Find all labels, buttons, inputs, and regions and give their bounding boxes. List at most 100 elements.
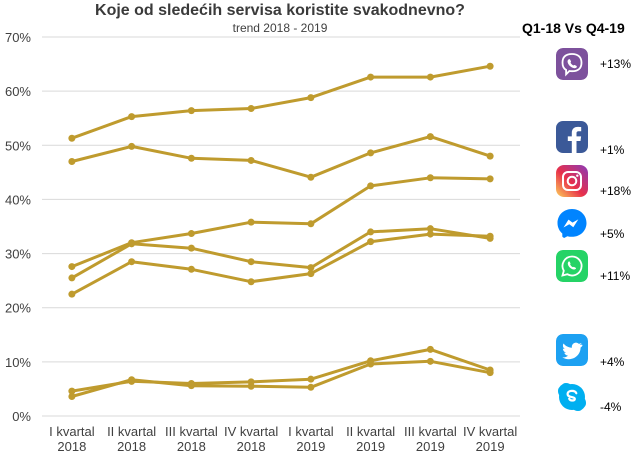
legend-item-messenger: +5% bbox=[556, 208, 640, 248]
viber-delta: +13% bbox=[600, 57, 632, 71]
data-point bbox=[307, 270, 315, 278]
legend-item-whatsapp: +11% bbox=[556, 250, 640, 290]
x-tick-label: II kvartal bbox=[107, 424, 156, 439]
data-point bbox=[68, 274, 76, 282]
data-point bbox=[307, 94, 315, 102]
x-tick-label: 2019 bbox=[476, 439, 505, 454]
data-point bbox=[68, 134, 76, 142]
facebook-delta: +1% bbox=[600, 143, 625, 157]
chart-title: Koje od sledećih servisa koristite svako… bbox=[95, 2, 465, 19]
data-point bbox=[247, 104, 255, 112]
data-point bbox=[247, 218, 255, 226]
x-tick-label: 2019 bbox=[416, 439, 445, 454]
x-tick-label: 2019 bbox=[356, 439, 385, 454]
data-point bbox=[307, 375, 315, 383]
data-point bbox=[247, 156, 255, 164]
data-point bbox=[367, 149, 375, 157]
data-point bbox=[247, 278, 255, 286]
messenger-icon bbox=[556, 208, 588, 240]
data-point bbox=[307, 383, 315, 391]
data-point bbox=[128, 240, 136, 248]
x-tick-label: I kvartal bbox=[49, 424, 95, 439]
series-line-3 bbox=[71, 176, 491, 268]
data-point bbox=[68, 393, 76, 401]
data-point bbox=[367, 228, 375, 236]
data-point bbox=[128, 142, 136, 150]
x-tick-label: 2018 bbox=[177, 439, 206, 454]
chart-subtitle: trend 2018 - 2019 bbox=[232, 21, 328, 35]
data-point bbox=[247, 382, 255, 390]
y-tick-label: 60% bbox=[5, 84, 31, 99]
legend-item-instagram: +18% bbox=[556, 165, 640, 205]
whatsapp-icon bbox=[556, 250, 588, 282]
data-point bbox=[426, 225, 434, 233]
data-point bbox=[486, 369, 494, 377]
legend-item-skype: -4% bbox=[556, 381, 640, 421]
legend-item-twitter: +4% bbox=[556, 334, 640, 374]
twitter-delta: +4% bbox=[600, 355, 625, 369]
data-point bbox=[307, 220, 315, 228]
data-point bbox=[426, 230, 434, 238]
instagram-icon-bg bbox=[556, 165, 588, 197]
data-point bbox=[247, 258, 255, 266]
y-tick-label: 10% bbox=[5, 355, 31, 370]
data-point bbox=[68, 387, 76, 395]
instagram-icon bbox=[556, 165, 588, 197]
data-point bbox=[426, 345, 434, 353]
data-point bbox=[367, 73, 375, 81]
y-axis-ticks: 0% 10% 20% 30% 40% 50% 60% 70% bbox=[5, 30, 31, 424]
data-point bbox=[426, 174, 434, 182]
viber-icon-bg bbox=[556, 48, 588, 80]
x-tick-label: 2018 bbox=[117, 439, 146, 454]
data-point bbox=[486, 62, 494, 70]
data-point bbox=[68, 290, 76, 298]
series-line-2 bbox=[71, 135, 491, 179]
y-tick-label: 40% bbox=[5, 192, 31, 207]
data-point bbox=[128, 376, 136, 384]
series-line-4 bbox=[71, 227, 491, 280]
x-tick-label: 2018 bbox=[237, 439, 266, 454]
data-point bbox=[426, 357, 434, 365]
x-tick-label: 2019 bbox=[296, 439, 325, 454]
data-point bbox=[486, 232, 494, 240]
x-tick-label: IV kvartal bbox=[463, 424, 517, 439]
series-line-1 bbox=[71, 64, 491, 140]
y-tick-label: 50% bbox=[5, 138, 31, 153]
data-point bbox=[68, 263, 76, 271]
y-tick-label: 70% bbox=[5, 30, 31, 45]
series-points bbox=[68, 62, 494, 401]
x-tick-label: II kvartal bbox=[346, 424, 395, 439]
series-line-7 bbox=[71, 359, 491, 398]
data-point bbox=[128, 258, 136, 266]
data-point bbox=[426, 133, 434, 141]
data-point bbox=[187, 244, 195, 252]
skype-icon bbox=[556, 381, 588, 413]
gridlines bbox=[42, 36, 520, 417]
series-lines bbox=[71, 64, 491, 398]
x-tick-label: IV kvartal bbox=[224, 424, 278, 439]
data-point bbox=[367, 360, 375, 368]
data-point bbox=[367, 238, 375, 246]
data-point bbox=[307, 173, 315, 181]
data-point bbox=[187, 230, 195, 238]
y-tick-label: 0% bbox=[12, 409, 31, 424]
whatsapp-icon-bg bbox=[556, 250, 588, 282]
viber-icon bbox=[556, 48, 588, 80]
x-tick-label: 2018 bbox=[57, 439, 86, 454]
data-point bbox=[486, 152, 494, 160]
data-point bbox=[187, 382, 195, 390]
x-tick-label: III kvartal bbox=[404, 424, 457, 439]
facebook-icon bbox=[556, 121, 588, 153]
x-tick-label: III kvartal bbox=[165, 424, 218, 439]
y-tick-label: 20% bbox=[5, 301, 31, 316]
comparison-panel-title: Q1-18 Vs Q4-19 bbox=[522, 20, 625, 36]
data-point bbox=[68, 158, 76, 166]
series-line-6 bbox=[71, 347, 491, 393]
data-point bbox=[187, 107, 195, 115]
whatsapp-delta: +11% bbox=[600, 269, 631, 283]
data-point bbox=[187, 265, 195, 273]
data-point bbox=[187, 154, 195, 162]
messenger-delta: +5% bbox=[600, 227, 625, 241]
y-tick-label: 30% bbox=[5, 247, 31, 262]
